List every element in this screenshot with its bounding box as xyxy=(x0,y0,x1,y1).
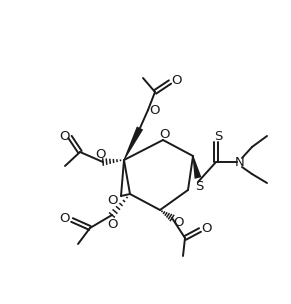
Text: O: O xyxy=(60,212,70,224)
Polygon shape xyxy=(124,126,143,160)
Text: O: O xyxy=(108,217,118,230)
Text: O: O xyxy=(96,147,106,161)
Text: S: S xyxy=(195,179,203,192)
Text: O: O xyxy=(171,74,181,88)
Text: N: N xyxy=(235,156,245,168)
Text: O: O xyxy=(59,130,69,143)
Text: O: O xyxy=(108,194,118,206)
Polygon shape xyxy=(193,156,201,179)
Text: O: O xyxy=(202,222,212,234)
Text: O: O xyxy=(174,216,184,230)
Text: O: O xyxy=(159,129,169,141)
Text: S: S xyxy=(214,130,222,143)
Text: O: O xyxy=(150,105,160,118)
